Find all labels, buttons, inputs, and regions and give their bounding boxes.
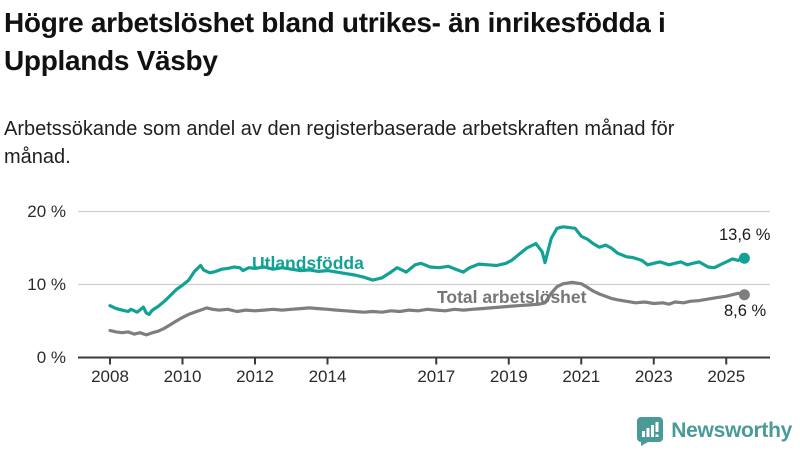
x-axis-tick-label: 2023 — [634, 367, 673, 386]
x-axis-tick-label: 2010 — [163, 367, 202, 386]
series-label-utlandsfodda: Utlandsfödda — [252, 253, 364, 273]
series-end-dot-0 — [738, 252, 750, 264]
newsworthy-logo-text: Newsworthy — [671, 419, 792, 442]
x-axis-tick-label: 2008 — [91, 367, 129, 386]
series-line-0 — [108, 225, 747, 316]
end-value-label-total: 8,6 % — [724, 302, 767, 320]
x-axis-tick-label: 2021 — [562, 367, 601, 386]
x-axis-tick-label: 2012 — [236, 367, 274, 386]
end-value-label-utlandsfodda: 13,6 % — [719, 226, 771, 244]
newsworthy-logo[interactable]: Newsworthy — [636, 416, 792, 446]
x-axis-tick-label: 2019 — [489, 367, 528, 386]
x-axis-tick-label: 2017 — [417, 367, 456, 386]
x-axis-tick-label: 2014 — [308, 367, 347, 386]
newsworthy-logo-icon — [637, 417, 664, 446]
y-axis-tick-label: 10 % — [27, 274, 66, 294]
y-axis-tick-label: 20 % — [27, 201, 66, 221]
page-title: Högre arbetslöshet bland utrikes- än inr… — [4, 7, 666, 76]
y-axis-tick-label: 0 % — [36, 347, 66, 367]
series-label-total-arbetsloshet: Total arbetslöshet — [437, 287, 587, 307]
x-axis-tick-label: 2025 — [707, 367, 746, 386]
chart-subtitle: Arbetssökande som andel av den registerb… — [4, 118, 675, 168]
series-end-dot-1 — [738, 289, 750, 301]
series-line-1 — [108, 280, 747, 337]
